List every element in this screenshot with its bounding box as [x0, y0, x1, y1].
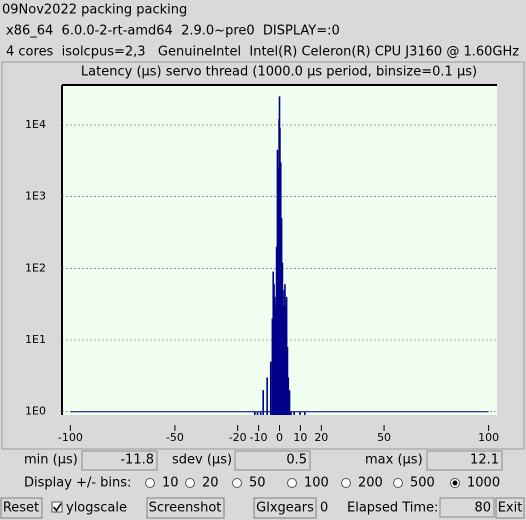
stat-field: [81, 450, 158, 471]
bar: [299, 411, 301, 415]
radio-label[interactable]: 10: [162, 476, 179, 491]
radio-label[interactable]: 500: [410, 476, 435, 491]
bar: [284, 284, 286, 415]
checkmark: [52, 503, 62, 512]
reset-label[interactable]: Reset: [3, 501, 39, 516]
glxgears-label[interactable]: Glxgears: [256, 501, 314, 516]
radio-label[interactable]: 20: [202, 476, 219, 491]
radio[interactable]: [185, 478, 195, 488]
elapsed-value: 80: [474, 501, 491, 516]
radio[interactable]: [287, 478, 297, 488]
bar: [282, 305, 285, 415]
bar: [286, 346, 289, 415]
bar: [285, 296, 288, 415]
stat-label: sdev (µs): [172, 453, 232, 468]
x-tick-label: 0: [276, 431, 283, 444]
bins-label: Display +/- bins:: [24, 476, 131, 491]
radio[interactable]: [145, 478, 155, 488]
y-tick-label: 1E4: [25, 118, 46, 131]
screenshot-label[interactable]: Screenshot: [149, 501, 222, 516]
chart-title: Latency (µs) servo thread (1000.0 µs per…: [81, 65, 477, 80]
bar: [262, 390, 264, 415]
reset-button[interactable]: [0, 497, 43, 519]
bar: [274, 296, 276, 415]
exit-label[interactable]: Exit: [498, 501, 523, 516]
x-tick-label: -100: [58, 431, 83, 444]
bar: [293, 411, 295, 415]
bar: [290, 411, 292, 415]
x-tick-label: 10: [293, 431, 307, 444]
y-tick-label: 1E3: [25, 190, 46, 203]
y-tick-label: 1E0: [25, 405, 46, 418]
elapsed-field: [439, 497, 495, 518]
stat-value: 0.5: [286, 453, 307, 468]
bar: [284, 305, 287, 415]
bar: [266, 377, 268, 415]
checkbox[interactable]: [51, 501, 63, 513]
x-tick-label: -50: [166, 431, 184, 444]
bar: [276, 149, 279, 416]
bar: [277, 168, 280, 415]
bar: [272, 271, 275, 415]
header-line: 09Nov2022 packing packing: [2, 3, 187, 18]
elapsed-label: Elapsed Time:: [347, 501, 438, 516]
stat-field: [234, 450, 311, 471]
bar: [256, 411, 259, 415]
x-tick-label: 100: [478, 431, 499, 444]
stat-value: 12.1: [470, 453, 499, 468]
x-tick-label: 20: [314, 431, 328, 444]
bar: [280, 218, 283, 415]
radio[interactable]: [232, 478, 242, 488]
radio-label[interactable]: 200: [358, 476, 383, 491]
radio[interactable]: [341, 478, 351, 488]
glxgears-button[interactable]: [253, 497, 317, 519]
bar: [269, 361, 272, 415]
exit-button[interactable]: [495, 497, 525, 519]
stat-label: max (µs): [365, 453, 423, 468]
bar: [281, 262, 284, 415]
header-line: x86_64 6.0.0-2-rt-amd64 2.9.0~pre0 DISPL…: [6, 24, 340, 39]
stat-value: -11.8: [120, 453, 154, 468]
radio-dot: [452, 480, 458, 486]
radio[interactable]: [393, 478, 403, 488]
radio-label[interactable]: 1000: [467, 476, 500, 491]
y-tick-label: 1E1: [25, 333, 46, 346]
stat-field: [426, 450, 503, 471]
bar: [254, 411, 256, 415]
header-line: 4 cores isolcpus=2,3 GenuineIntel Intel(…: [6, 45, 519, 60]
bar: [288, 390, 291, 415]
bar: [279, 128, 281, 415]
radio-label[interactable]: 50: [249, 476, 266, 491]
radio-group: 10 20 50 100 200 500 1000: [145, 476, 500, 491]
x-tick-label: 50: [377, 431, 391, 444]
bar: [275, 246, 278, 415]
bar: [287, 377, 290, 415]
bar: [283, 289, 285, 415]
bar: [271, 318, 274, 415]
glxgears-count: 0: [320, 501, 328, 516]
y-tick-label: 1E2: [25, 261, 46, 274]
x-tick-label: -10: [250, 431, 268, 444]
bar: [273, 284, 275, 415]
screenshot-button[interactable]: [146, 497, 225, 519]
radio-label[interactable]: 100: [304, 476, 329, 491]
stat-label: min (µs): [24, 453, 78, 468]
bar: [274, 305, 277, 415]
bar: [279, 162, 282, 415]
bar: [304, 411, 306, 415]
checkbox-label[interactable]: ylogscale: [66, 501, 127, 516]
x-tick-label: -20: [229, 431, 247, 444]
bar: [259, 411, 262, 415]
